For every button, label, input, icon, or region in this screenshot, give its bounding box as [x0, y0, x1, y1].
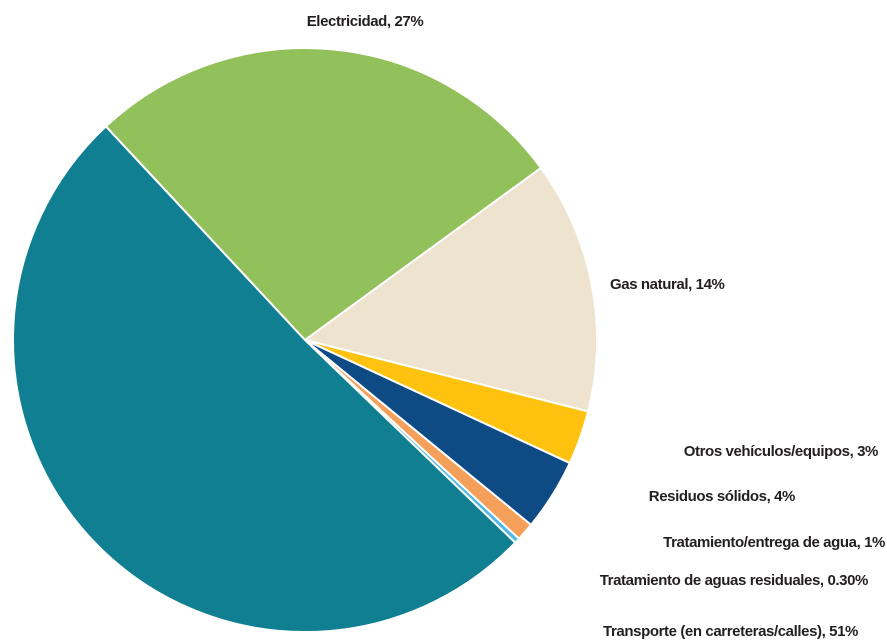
slice-label: Electricidad, 27%: [307, 13, 424, 30]
slice-label: Residuos sólidos, 4%: [649, 488, 795, 505]
slice-label: Transporte (en carreteras/calles), 51%: [603, 623, 858, 640]
pie-slice: [104, 47, 543, 342]
slice-label: Tratamiento de aguas residuales, 0.30%: [600, 572, 868, 589]
pie-slice: [302, 166, 598, 413]
slice-label: Gas natural, 14%: [610, 276, 725, 293]
pie-slice: [12, 125, 517, 633]
slice-label: Tratamiento/entrega de agua, 1%: [663, 534, 885, 551]
slice-label: Otros vehículos/equipos, 3%: [684, 443, 878, 460]
